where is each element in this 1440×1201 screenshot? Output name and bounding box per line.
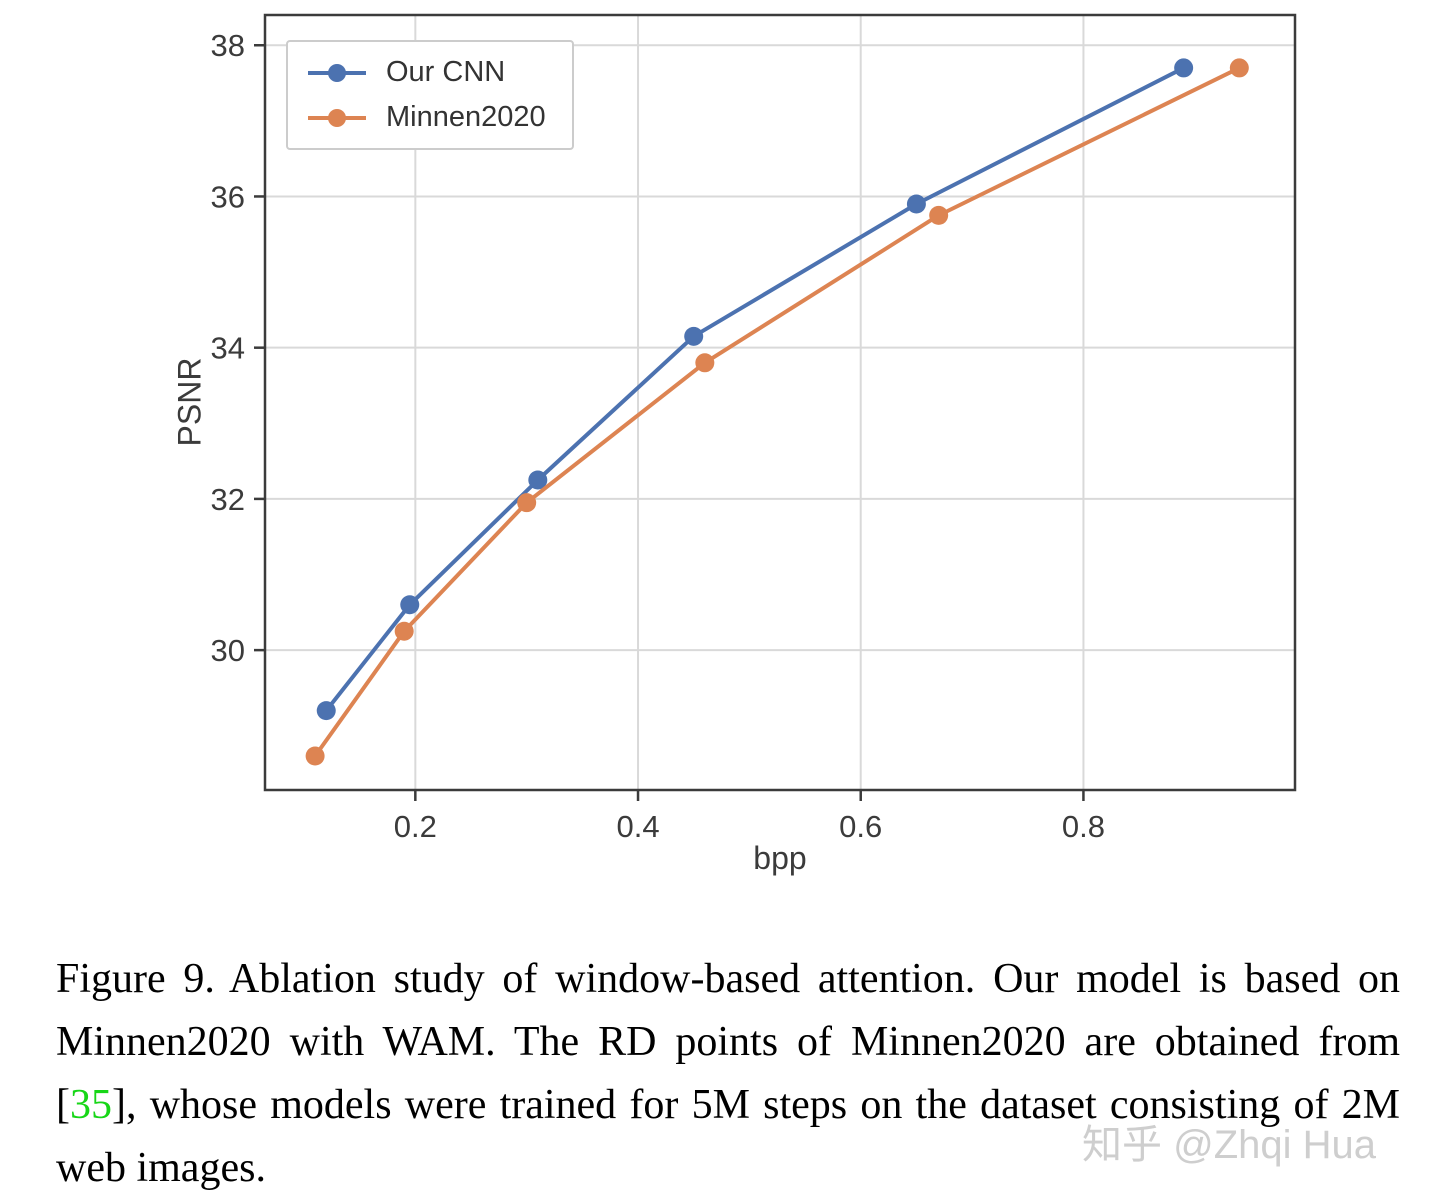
series-line-our-cnn xyxy=(324,65,1186,713)
caption-label: Figure 9. xyxy=(56,956,215,1002)
data-point-our-cnn xyxy=(400,595,420,615)
data-point-our-cnn xyxy=(1174,58,1194,78)
tick-label-y: 32 xyxy=(211,482,245,517)
tick-label-x: 0.2 xyxy=(394,809,437,844)
data-point-minnen2020 xyxy=(517,493,537,513)
legend: Our CNN Minnen2020 xyxy=(286,40,574,150)
data-point-our-cnn xyxy=(316,701,336,721)
data-point-minnen2020 xyxy=(305,746,325,766)
tick-label-y: 30 xyxy=(211,633,245,668)
tick-label-x: 0.8 xyxy=(1062,809,1105,844)
watermark: 知乎 @Zhqi Hua xyxy=(1082,1123,1377,1167)
tick-label-x: 0.4 xyxy=(616,809,659,844)
figure-caption: Figure 9. Ablation study of window-based … xyxy=(0,948,1440,1200)
legend-swatch-icon xyxy=(308,108,366,127)
rd-curve-chart: 0.2 0.4 0.6 0.8 30 32 34 36 38 xyxy=(211,13,1297,844)
legend-label: Minnen2020 xyxy=(386,101,546,133)
data-point-our-cnn xyxy=(528,470,548,490)
data-point-minnen2020 xyxy=(1229,58,1249,78)
figure-9-plot: 0.2 0.4 0.6 0.8 30 32 34 36 38 PSNR bpp Our CNN … xyxy=(171,13,1297,876)
data-point-our-cnn xyxy=(906,194,926,214)
caption-text-before: Ablation study of window-based attention… xyxy=(56,956,1401,1128)
tick-label-y: 34 xyxy=(211,331,245,366)
data-point-minnen2020 xyxy=(929,205,949,225)
legend-label: Our CNN xyxy=(386,56,506,88)
tick-label-y: 38 xyxy=(211,28,245,63)
x-axis-label: bpp xyxy=(753,840,807,876)
caption-text-after: ], whose models were trained for 5M step… xyxy=(56,1082,1400,1191)
tick-label-y: 36 xyxy=(211,179,245,214)
plot-frame xyxy=(263,13,1297,792)
data-point-minnen2020 xyxy=(394,621,414,641)
citation-link[interactable]: 35 xyxy=(70,1082,112,1128)
data-point-minnen2020 xyxy=(695,353,715,373)
series-line-minnen2020 xyxy=(313,65,1242,758)
legend-item-minnen2020: Minnen2020 xyxy=(306,103,546,132)
legend-swatch-icon xyxy=(308,63,366,82)
y-axis-label: PSNR xyxy=(171,357,208,447)
tick-label-x: 0.6 xyxy=(839,809,882,844)
data-point-our-cnn xyxy=(684,326,704,346)
legend-item-our-cnn: Our CNN xyxy=(306,58,546,87)
